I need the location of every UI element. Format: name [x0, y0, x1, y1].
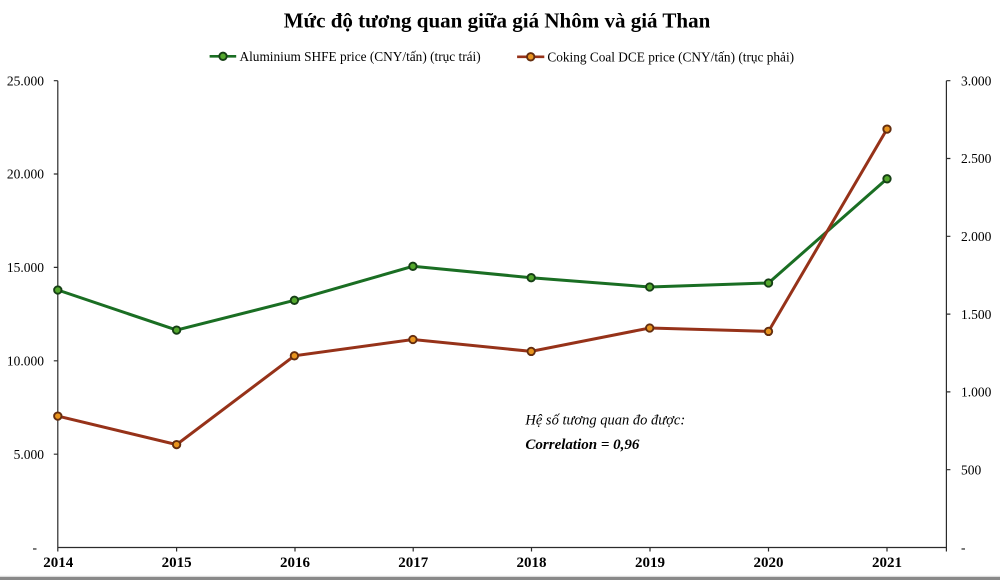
svg-text:2015: 2015: [162, 555, 192, 571]
svg-text:Coking Coal DCE price (CNY/tấn: Coking Coal DCE price (CNY/tấn) (trục ph…: [547, 49, 794, 64]
svg-text:25.000: 25.000: [7, 73, 44, 88]
svg-text:20.000: 20.000: [7, 167, 44, 182]
svg-text:10.000: 10.000: [7, 354, 44, 369]
svg-text:Hệ số tương quan đo được:: Hệ số tương quan đo được:: [524, 413, 685, 429]
svg-text:2018: 2018: [517, 555, 547, 571]
svg-text:Aluminium SHFE price (CNY/tấn): Aluminium SHFE price (CNY/tấn) (trục trá…: [240, 49, 481, 64]
svg-text:500: 500: [961, 462, 982, 477]
svg-text:2.000: 2.000: [961, 229, 992, 244]
svg-text:15.000: 15.000: [7, 260, 44, 275]
svg-text:2016: 2016: [280, 555, 311, 571]
svg-text:-: -: [33, 540, 38, 555]
svg-text:1.000: 1.000: [961, 385, 992, 400]
svg-text:2014: 2014: [43, 555, 74, 571]
svg-text:Correlation = 0,96: Correlation = 0,96: [525, 437, 639, 453]
svg-text:2020: 2020: [754, 555, 784, 571]
svg-text:5.000: 5.000: [14, 447, 45, 462]
svg-text:2019: 2019: [635, 555, 665, 571]
svg-text:3.000: 3.000: [961, 73, 992, 88]
svg-text:1.500: 1.500: [961, 307, 992, 322]
svg-text:2017: 2017: [398, 555, 429, 571]
svg-text:2.500: 2.500: [961, 151, 992, 166]
svg-text:-: -: [961, 540, 966, 555]
svg-text:2021: 2021: [872, 555, 902, 571]
svg-text:Mức độ tương quan giữa giá Nhô: Mức độ tương quan giữa giá Nhôm và giá T…: [284, 9, 711, 33]
